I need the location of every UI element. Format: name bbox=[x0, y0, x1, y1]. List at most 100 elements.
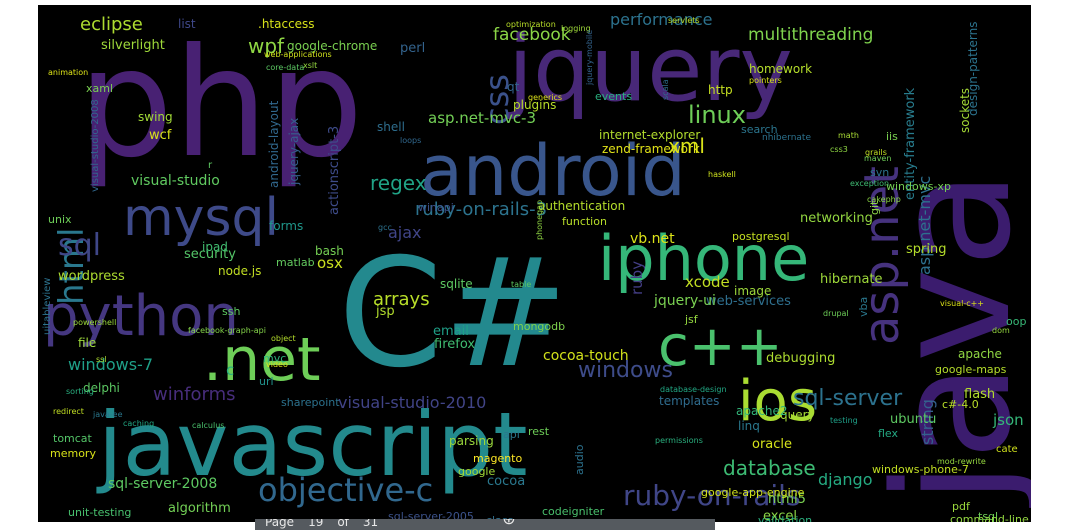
word-dom: dom bbox=[992, 326, 1010, 335]
word-web-applications: web-applications bbox=[264, 50, 332, 59]
word-windows-phone-7: windows-phone-7 bbox=[872, 463, 969, 476]
word-jquery-mobile: jquery-mobile bbox=[585, 30, 594, 86]
word-rest: rest bbox=[528, 425, 550, 438]
word-cocoa: cocoa bbox=[487, 474, 525, 489]
word-testing: testing bbox=[830, 416, 858, 425]
word-design-patterns: design-patterns bbox=[966, 22, 980, 116]
word-matlab: matlab bbox=[276, 256, 315, 269]
word-facebook: facebook bbox=[493, 25, 571, 45]
word-java: java bbox=[859, 170, 1031, 508]
word-visual-studio-2010: visual-studio-2010 bbox=[338, 393, 486, 412]
zoom-in-icon[interactable]: ⊕ bbox=[502, 519, 515, 527]
word-visual-c: visual-c++ bbox=[940, 299, 984, 308]
word-video: video bbox=[266, 360, 288, 369]
word-uitableview: uitableview bbox=[42, 278, 53, 335]
word-css3: css3 bbox=[830, 145, 848, 154]
word-wcf: wcf bbox=[149, 128, 172, 143]
pdf-page-toolbar: Page 19 of 31 ⊕ bbox=[255, 519, 715, 530]
word-c: c++ bbox=[658, 314, 783, 379]
word-multithreading: multithreading bbox=[748, 25, 873, 45]
word-validation: validation bbox=[758, 514, 812, 522]
word-networking: networking bbox=[800, 211, 873, 226]
word-vb-net: vb.net bbox=[630, 231, 675, 247]
word-wpf: wpf bbox=[248, 34, 285, 58]
word-optimization: optimization bbox=[506, 20, 556, 29]
word-html5: html5 bbox=[768, 492, 806, 507]
word-excel: excel bbox=[763, 509, 797, 522]
word-shell: shell bbox=[377, 120, 405, 134]
word-jquery-ui: jquery-ui bbox=[653, 293, 716, 309]
word-redirect: redirect bbox=[53, 407, 84, 416]
word-xml: xml bbox=[668, 134, 705, 158]
word-arrays: arrays bbox=[373, 289, 430, 310]
word-nhibernate: nhibernate bbox=[762, 133, 811, 143]
word-wordpress: wordpress bbox=[58, 269, 125, 284]
word-ruby: ruby bbox=[628, 261, 646, 295]
word-command-line: command-line bbox=[950, 513, 1029, 522]
word-events: events bbox=[595, 90, 632, 103]
word-query: query bbox=[780, 408, 815, 422]
word-homework: homework bbox=[749, 62, 812, 76]
word-exception: exception bbox=[850, 179, 889, 188]
word-asp-net: asp.net bbox=[854, 166, 910, 345]
word-jsp: jsp bbox=[375, 304, 395, 319]
word-pointers: pointers bbox=[749, 76, 782, 85]
word-asp-net-mvc: asp.net-mvc bbox=[915, 176, 934, 275]
word-node-js: node.js bbox=[218, 264, 261, 278]
word-sockets: sockets bbox=[958, 88, 972, 133]
word-animation: animation bbox=[48, 68, 88, 77]
word-algorithm: algorithm bbox=[168, 501, 231, 516]
word-ruby-on-rails: ruby-on-rails bbox=[623, 479, 801, 512]
word-ssh: ssh bbox=[222, 305, 240, 318]
word-javascript: javascript bbox=[96, 393, 528, 496]
word-swing: swing bbox=[138, 110, 173, 124]
word-caching: caching bbox=[123, 419, 154, 428]
word-jsf: jsf bbox=[684, 313, 699, 326]
word-performance: performance bbox=[610, 10, 712, 29]
word-mvc: mvc bbox=[263, 352, 286, 365]
word-sql-server: sql-server bbox=[793, 386, 903, 411]
word-mod-rewrite: mod-rewrite bbox=[937, 457, 986, 466]
word-sql: sql bbox=[58, 228, 101, 263]
word-xaml: xaml bbox=[86, 82, 113, 95]
word-codeigniter: codeigniter bbox=[542, 505, 605, 518]
word-sorting: sorting bbox=[66, 387, 94, 396]
word-google-app-engine: google-app-engine bbox=[701, 486, 805, 499]
word-servlets: servlets bbox=[668, 16, 700, 25]
word-linux: linux bbox=[688, 101, 746, 129]
word-jquery: jquery bbox=[506, 17, 793, 122]
word-android-layout: android-layout bbox=[267, 100, 281, 188]
word-object: object bbox=[271, 334, 296, 343]
word-winapi: winapi bbox=[418, 201, 454, 214]
word-mysql: mysql bbox=[123, 188, 279, 248]
word-xslt: xslt bbox=[303, 61, 317, 70]
word-C: C# bbox=[338, 227, 568, 401]
word-forms: forms bbox=[269, 219, 303, 233]
word-objective-c: objective-c bbox=[258, 471, 433, 509]
word-qt: qt bbox=[507, 80, 520, 94]
word-zend-framework: zend-framework bbox=[602, 142, 700, 156]
word-plugins: plugins bbox=[513, 98, 556, 112]
word-memory: memory bbox=[50, 447, 96, 460]
word-entity-framework: entity-framework bbox=[903, 87, 918, 200]
word-tomcat: tomcat bbox=[53, 432, 93, 445]
word-google-chrome: google-chrome bbox=[287, 39, 377, 53]
word-regex: regex bbox=[370, 171, 427, 195]
word-unit-testing: unit-testing bbox=[68, 506, 131, 519]
page-label: Page bbox=[265, 519, 295, 529]
word-cate: cate bbox=[996, 444, 1018, 455]
word-html: html bbox=[52, 228, 92, 305]
word-visual-studio-2008: visual-studio-2008 bbox=[90, 99, 101, 192]
word-tsql: tsql bbox=[978, 510, 998, 522]
word-email: email bbox=[433, 324, 469, 339]
word-bash: bash bbox=[315, 244, 344, 258]
word-sql-server-2008: sql-server-2008 bbox=[108, 476, 217, 492]
word-gcc: gcc bbox=[378, 223, 392, 232]
word-cloud-image: php java javascript C# jquery android iphone py… bbox=[38, 5, 1031, 522]
word-internet-explorer: internet-explorer bbox=[599, 128, 700, 142]
page-of-label: of bbox=[337, 519, 349, 529]
word-http: http bbox=[708, 83, 733, 97]
word-postgresql: postgresql bbox=[732, 230, 790, 243]
word-git: git bbox=[868, 200, 881, 215]
